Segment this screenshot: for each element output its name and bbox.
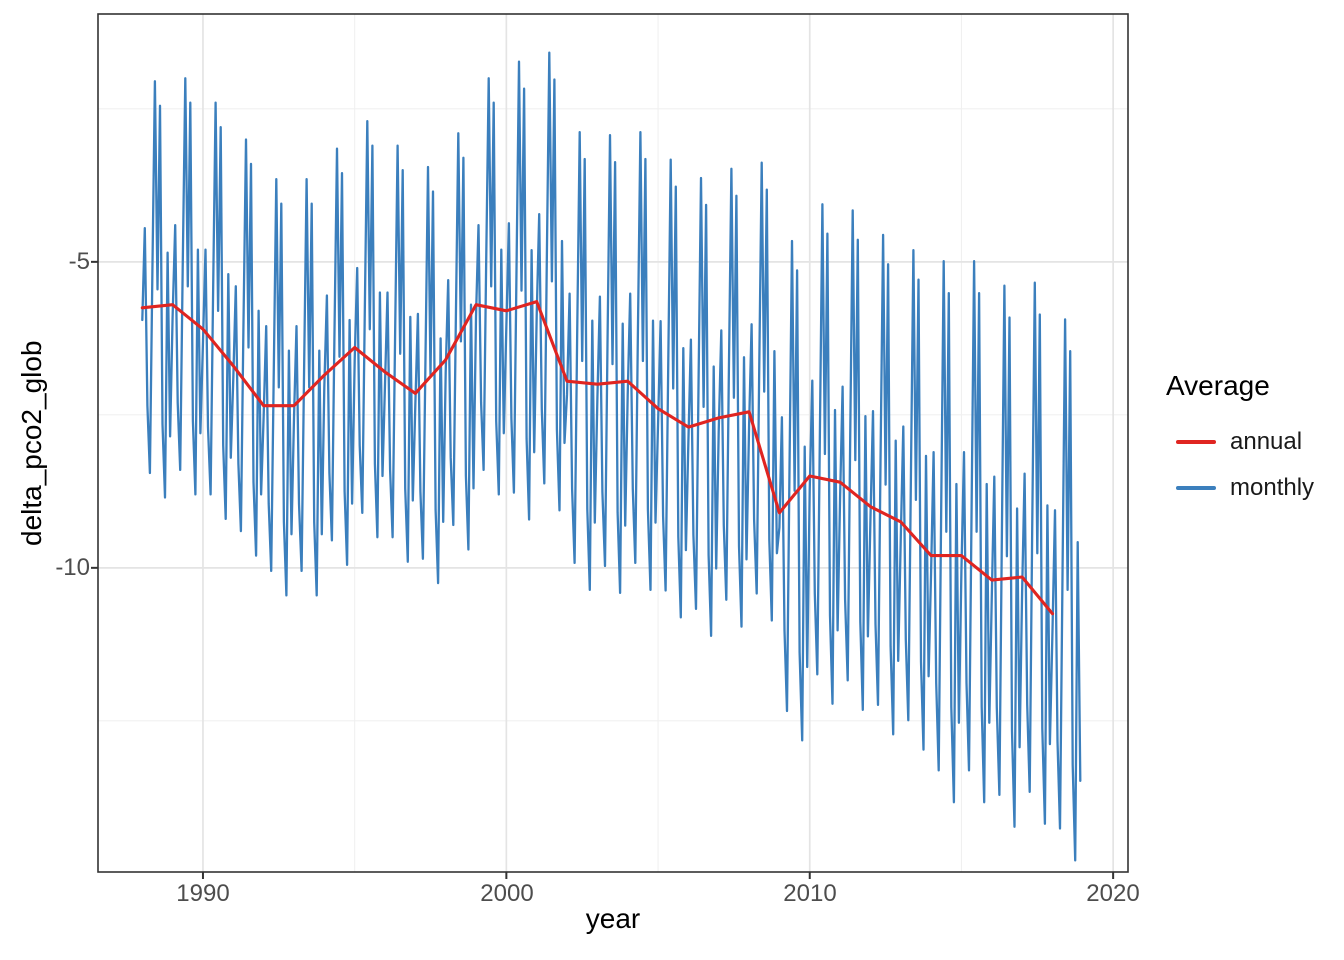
y-tick-label-neg10: -10 bbox=[55, 554, 90, 581]
x-tick-label-2020: 2020 bbox=[1086, 880, 1140, 907]
monthly-line bbox=[141, 51, 1082, 862]
legend: Average annual monthly bbox=[1166, 370, 1314, 518]
legend-item-annual: annual bbox=[1166, 426, 1314, 458]
series-lines bbox=[140, 51, 1082, 862]
x-tick-label-2010: 2010 bbox=[783, 880, 837, 907]
legend-label-annual: annual bbox=[1230, 428, 1303, 455]
monthly-line-key-icon bbox=[1176, 486, 1216, 490]
legend-title: Average bbox=[1166, 370, 1270, 401]
legend-label-monthly: monthly bbox=[1230, 474, 1315, 501]
x-axis-title: year bbox=[585, 903, 641, 934]
annual-line bbox=[140, 300, 1055, 616]
y-tick-label-neg5: -5 bbox=[68, 248, 90, 275]
y-axis-title: delta_pco2_glob bbox=[16, 340, 47, 546]
panel-border bbox=[97, 13, 1129, 873]
x-tick-label-1990: 1990 bbox=[176, 880, 230, 907]
annual-line-key-icon bbox=[1176, 440, 1216, 444]
axis-ticks bbox=[91, 260, 1115, 879]
legend-item-monthly: monthly bbox=[1166, 472, 1314, 504]
x-tick-label-2000: 2000 bbox=[480, 880, 534, 907]
